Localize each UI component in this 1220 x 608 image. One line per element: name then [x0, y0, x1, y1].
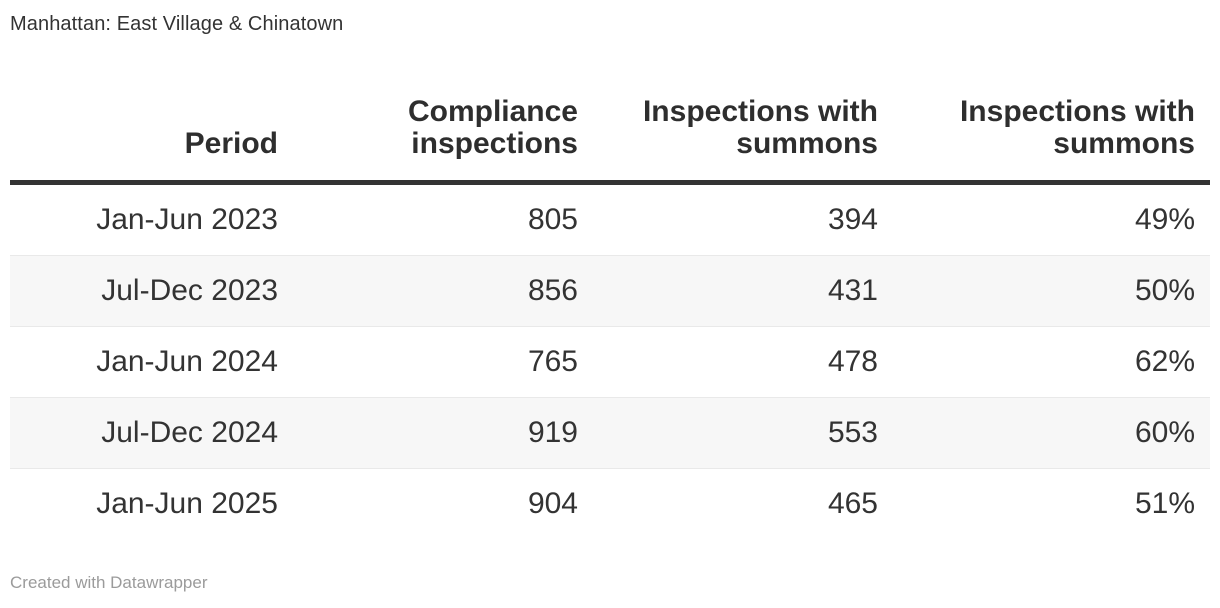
col-header-inspections-with-summons: Inspections with summons — [642, 95, 878, 160]
data-table: Period Compliance inspections Inspection… — [10, 96, 1210, 539]
table-body: Jan-Jun 2023 805 394 49% Jul-Dec 2023 85… — [10, 182, 1210, 540]
chart-title: Manhattan: East Village & Chinatown — [10, 13, 344, 35]
table-header: Period Compliance inspections Inspection… — [10, 96, 1210, 183]
cell-summons-percent: 51% — [1134, 487, 1195, 520]
cell-period: Jan-Jun 2024 — [96, 345, 278, 378]
cell-inspections-with-summons: 553 — [827, 416, 878, 449]
cell-summons-percent: 50% — [1134, 274, 1195, 307]
col-header-period: Period — [184, 127, 278, 160]
cell-period: Jul-Dec 2023 — [101, 274, 278, 307]
cell-period: Jan-Jun 2023 — [96, 203, 278, 236]
cell-inspections-with-summons: 394 — [827, 203, 878, 236]
datawrapper-credit-link[interactable]: Created with Datawrapper — [10, 573, 208, 592]
chart-footer: Created with Datawrapper — [10, 572, 1210, 594]
table-row: Jul-Dec 2023 856 431 50% — [10, 255, 1210, 327]
cell-compliance-inspections: 904 — [527, 487, 578, 520]
cell-compliance-inspections: 919 — [527, 416, 578, 449]
table-row: Jan-Jun 2024 765 478 62% — [10, 326, 1210, 398]
table-row: Jan-Jun 2025 904 465 51% — [10, 468, 1210, 540]
col-header-inspections-with-summons-pct: Inspections with summons — [959, 95, 1195, 160]
cell-inspections-with-summons: 478 — [827, 345, 878, 378]
cell-inspections-with-summons: 431 — [827, 274, 878, 307]
table-row: Jan-Jun 2023 805 394 49% — [10, 182, 1210, 256]
cell-summons-percent: 60% — [1134, 416, 1195, 449]
cell-summons-percent: 62% — [1134, 345, 1195, 378]
cell-period: Jan-Jun 2025 — [96, 487, 278, 520]
cell-inspections-with-summons: 465 — [827, 487, 878, 520]
cell-compliance-inspections: 805 — [527, 203, 578, 236]
chart-container: Manhattan: East Village & Chinatown Peri… — [10, 13, 1210, 594]
cell-compliance-inspections: 856 — [527, 274, 578, 307]
table-header-row: Period Compliance inspections Inspection… — [10, 96, 1210, 183]
col-header-compliance-inspections: Compliance inspections — [407, 95, 578, 160]
table-row: Jul-Dec 2024 919 553 60% — [10, 397, 1210, 469]
cell-period: Jul-Dec 2024 — [101, 416, 278, 449]
cell-compliance-inspections: 765 — [527, 345, 578, 378]
cell-summons-percent: 49% — [1134, 203, 1195, 236]
